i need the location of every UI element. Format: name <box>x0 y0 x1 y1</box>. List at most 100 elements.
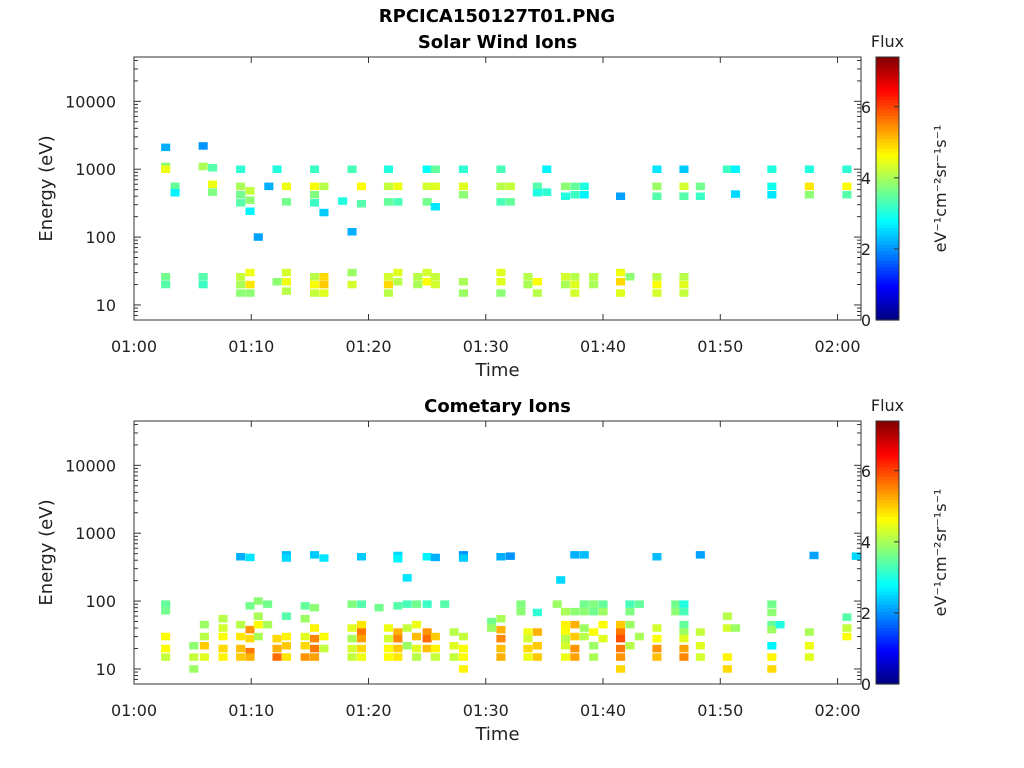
data-cell <box>458 182 468 191</box>
data-cell <box>281 612 291 620</box>
colorbar-label: eV⁻¹cm⁻²sr⁻¹s⁻¹ <box>931 125 950 253</box>
data-cell <box>579 191 589 199</box>
data-cell <box>161 600 171 608</box>
data-cell <box>560 642 570 650</box>
colorbar-segment <box>876 647 899 652</box>
data-cell <box>347 165 357 173</box>
data-cell <box>383 165 393 173</box>
colorbar-segment <box>876 260 899 265</box>
colorbar-segment <box>876 644 899 649</box>
colorbar-segment <box>876 313 899 318</box>
colorbar-segment <box>876 303 899 308</box>
data-cell <box>412 632 422 641</box>
data-cell <box>198 162 208 171</box>
data-cell <box>236 199 246 207</box>
data-cell <box>310 603 320 612</box>
data-cell <box>523 644 533 653</box>
colorbar-segment <box>876 532 899 537</box>
colorbar-segment <box>876 457 899 462</box>
data-cell <box>449 628 459 636</box>
data-cell <box>458 278 468 286</box>
colorbar-segment <box>876 283 899 288</box>
data-cell <box>496 268 506 277</box>
data-cell <box>218 644 228 653</box>
data-cell <box>236 653 246 661</box>
data-cell <box>430 165 440 173</box>
data-cell <box>393 628 403 636</box>
data-cell <box>393 644 403 653</box>
data-cell <box>505 182 515 191</box>
colorbar-segment <box>876 103 899 107</box>
data-cell <box>161 143 171 152</box>
colorbar-segment <box>876 476 899 481</box>
data-cell <box>496 644 506 653</box>
data-cell <box>356 620 366 629</box>
colorbar-segment <box>876 575 899 580</box>
colorbar-segment <box>876 80 899 84</box>
data-cell <box>516 607 526 616</box>
data-cell <box>487 617 497 626</box>
data-cell <box>430 653 440 661</box>
colorbar-segment <box>876 463 899 468</box>
data-cell <box>430 182 440 191</box>
colorbar-segment <box>876 237 899 242</box>
data-cell <box>347 624 357 632</box>
data-cell <box>775 620 785 629</box>
data-cell <box>310 634 320 643</box>
data-cell <box>589 628 599 636</box>
data-cell <box>842 191 852 199</box>
data-cell <box>722 665 732 673</box>
data-cell <box>634 632 644 641</box>
data-cell <box>161 280 171 289</box>
y-axis-label: Energy (eV) <box>36 135 57 241</box>
data-cell <box>652 273 662 281</box>
data-cell <box>161 273 171 281</box>
data-cell <box>189 642 199 650</box>
colorbar-segment <box>876 300 899 305</box>
colorbar-segment <box>876 76 899 81</box>
colorbar-segment <box>876 86 899 91</box>
data-cell <box>393 198 403 206</box>
colorbar-segment <box>876 444 899 448</box>
colorbar-segment <box>876 421 899 425</box>
data-cell <box>598 600 608 608</box>
colorbar-segment <box>876 185 899 190</box>
colorbar-segment <box>876 135 899 140</box>
colorbar-segment <box>876 63 899 68</box>
data-cell <box>245 207 255 215</box>
data-cell <box>570 620 580 629</box>
data-cell <box>598 620 608 629</box>
data-cell <box>245 602 255 610</box>
data-cell <box>560 620 570 629</box>
data-cell <box>422 165 432 173</box>
data-cell <box>319 644 329 653</box>
data-cell <box>458 165 468 173</box>
colorbar-segment <box>876 480 899 485</box>
colorbar-tick-label: 0 <box>861 311 871 330</box>
data-cell <box>616 665 626 673</box>
data-cell <box>356 644 366 653</box>
data-cell <box>245 625 255 634</box>
colorbar-segment <box>876 509 899 514</box>
data-cell <box>804 191 814 199</box>
colorbar-segment <box>876 57 899 61</box>
data-cell <box>393 555 403 563</box>
data-cell <box>679 182 689 191</box>
data-cell <box>767 620 777 629</box>
data-cell <box>347 644 357 653</box>
colorbar-segment <box>876 208 899 213</box>
data-cell <box>440 600 450 608</box>
data-cell <box>458 632 468 641</box>
colorbar-segment <box>876 427 899 432</box>
colorbar-segment <box>876 562 899 567</box>
data-cell <box>430 632 440 641</box>
data-cell <box>402 600 412 608</box>
data-cell <box>589 280 599 289</box>
data-cell <box>402 624 412 632</box>
data-cell <box>198 273 208 281</box>
colorbar-segment <box>876 66 899 71</box>
data-cell <box>245 634 255 643</box>
colorbar-segment <box>876 287 899 292</box>
data-cell <box>422 182 432 191</box>
data-cell <box>496 182 506 191</box>
